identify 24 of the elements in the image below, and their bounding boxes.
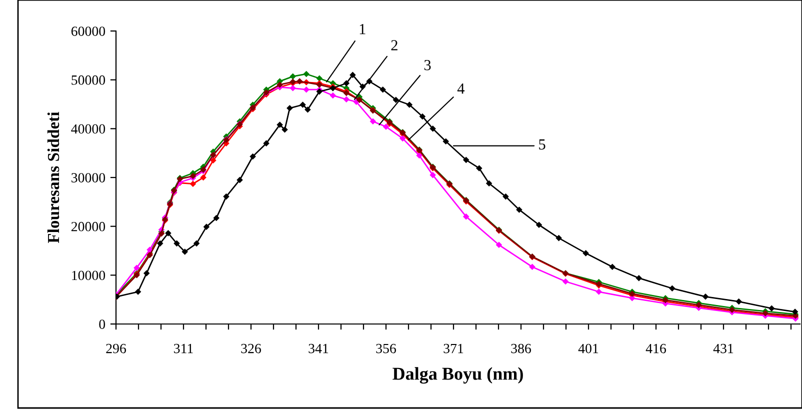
y-tick-label: 0	[99, 320, 106, 329]
x-tick-label: 296	[106, 344, 126, 354]
x-tick-label: 401	[578, 344, 598, 354]
y-axis-title: Flouresans Siddeti	[47, 112, 60, 244]
y-tick-label: 60000	[71, 26, 106, 36]
x-tick-label: 431	[713, 344, 734, 354]
y-tick-label: 50000	[72, 75, 106, 85]
y-tick-label: 20000	[71, 222, 106, 232]
y-tick-label: 10000	[72, 270, 106, 280]
x-tick-label: 326	[241, 344, 261, 354]
y-tick-label: 30000	[72, 173, 106, 182]
x-axis-title: Dalga Boyu (nm)	[392, 367, 523, 384]
x-tick-label: 386	[511, 344, 531, 354]
x-tick-label: 416	[646, 344, 666, 354]
annotation: 3	[424, 60, 431, 70]
y-tick-label: 40000	[71, 124, 106, 134]
annotation: 2	[391, 40, 398, 50]
annotation: 4	[457, 84, 465, 94]
annotation: 5	[539, 139, 546, 150]
x-tick-label: 356	[376, 344, 396, 354]
annotation: 1	[360, 24, 366, 34]
x-tick-label: 341	[308, 344, 328, 354]
x-tick-label: 311	[174, 344, 193, 354]
x-tick-label: 371	[444, 344, 464, 354]
